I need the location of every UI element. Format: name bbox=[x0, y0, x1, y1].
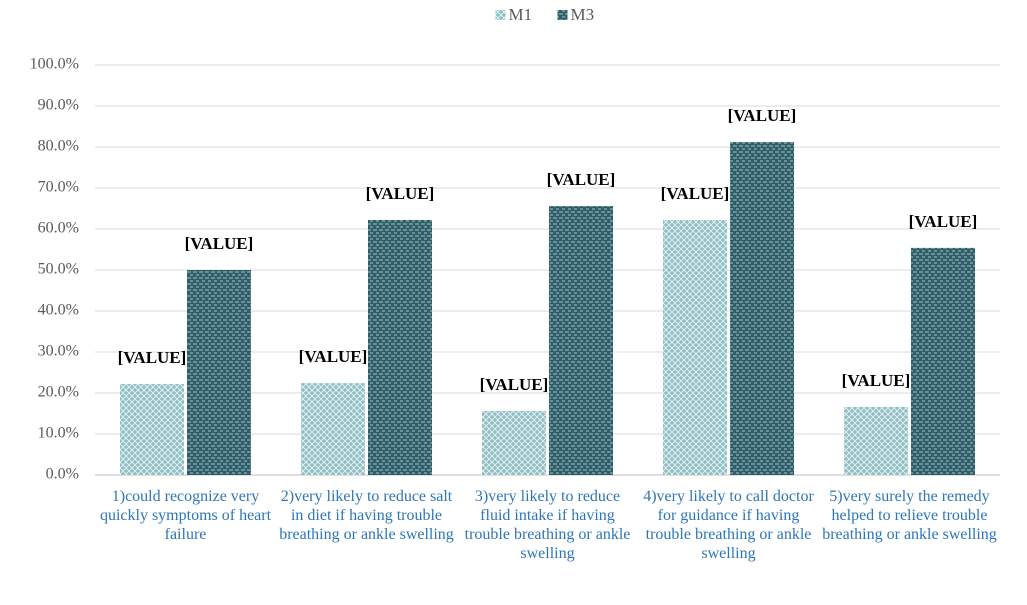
bar bbox=[368, 219, 432, 475]
y-tick-label: 50.0% bbox=[38, 261, 79, 278]
bar bbox=[911, 247, 975, 475]
bar bbox=[663, 219, 727, 475]
x-tick-label: 3)very likely to reduce fluid intake if … bbox=[464, 488, 631, 562]
y-tick-label: 90.0% bbox=[38, 97, 79, 114]
data-label: [VALUE] bbox=[299, 347, 368, 366]
legend-label: M3 bbox=[571, 5, 595, 24]
y-tick-label: 30.0% bbox=[38, 343, 79, 360]
bar bbox=[482, 411, 546, 475]
bar bbox=[844, 406, 908, 475]
data-label: [VALUE] bbox=[185, 234, 254, 253]
data-label: [VALUE] bbox=[842, 371, 911, 390]
legend-swatch bbox=[495, 10, 506, 20]
bar bbox=[549, 206, 613, 476]
y-tick-label: 0.0% bbox=[46, 466, 79, 483]
data-label: [VALUE] bbox=[366, 184, 435, 203]
data-label: [VALUE] bbox=[118, 348, 187, 367]
data-label: [VALUE] bbox=[728, 106, 797, 125]
y-tick-label: 20.0% bbox=[38, 384, 79, 401]
bar bbox=[301, 383, 365, 475]
y-tick-label: 40.0% bbox=[38, 302, 79, 319]
y-tick-label: 60.0% bbox=[38, 220, 79, 237]
x-tick-label: 4)very likely to call doctor for guidanc… bbox=[643, 488, 814, 562]
bar bbox=[187, 270, 251, 475]
y-tick-label: 70.0% bbox=[38, 179, 79, 196]
data-label: [VALUE] bbox=[480, 375, 549, 394]
y-tick-label: 80.0% bbox=[38, 138, 79, 155]
y-tick-label: 10.0% bbox=[38, 425, 79, 442]
legend-label: M1 bbox=[509, 5, 533, 24]
data-label: [VALUE] bbox=[909, 212, 978, 231]
x-tick-label: 5)very surely the remedy helped to relie… bbox=[822, 488, 997, 543]
data-label: [VALUE] bbox=[661, 184, 730, 203]
data-label: [VALUE] bbox=[547, 170, 616, 189]
x-tick-label: 2)very likely to reduce salt in diet if … bbox=[279, 488, 454, 543]
y-tick-label: 100.0% bbox=[30, 56, 79, 73]
bar bbox=[120, 383, 184, 475]
legend-swatch bbox=[557, 10, 568, 20]
bar bbox=[730, 142, 794, 475]
x-tick-label: 1)could recognize very quickly symptoms … bbox=[99, 488, 272, 543]
